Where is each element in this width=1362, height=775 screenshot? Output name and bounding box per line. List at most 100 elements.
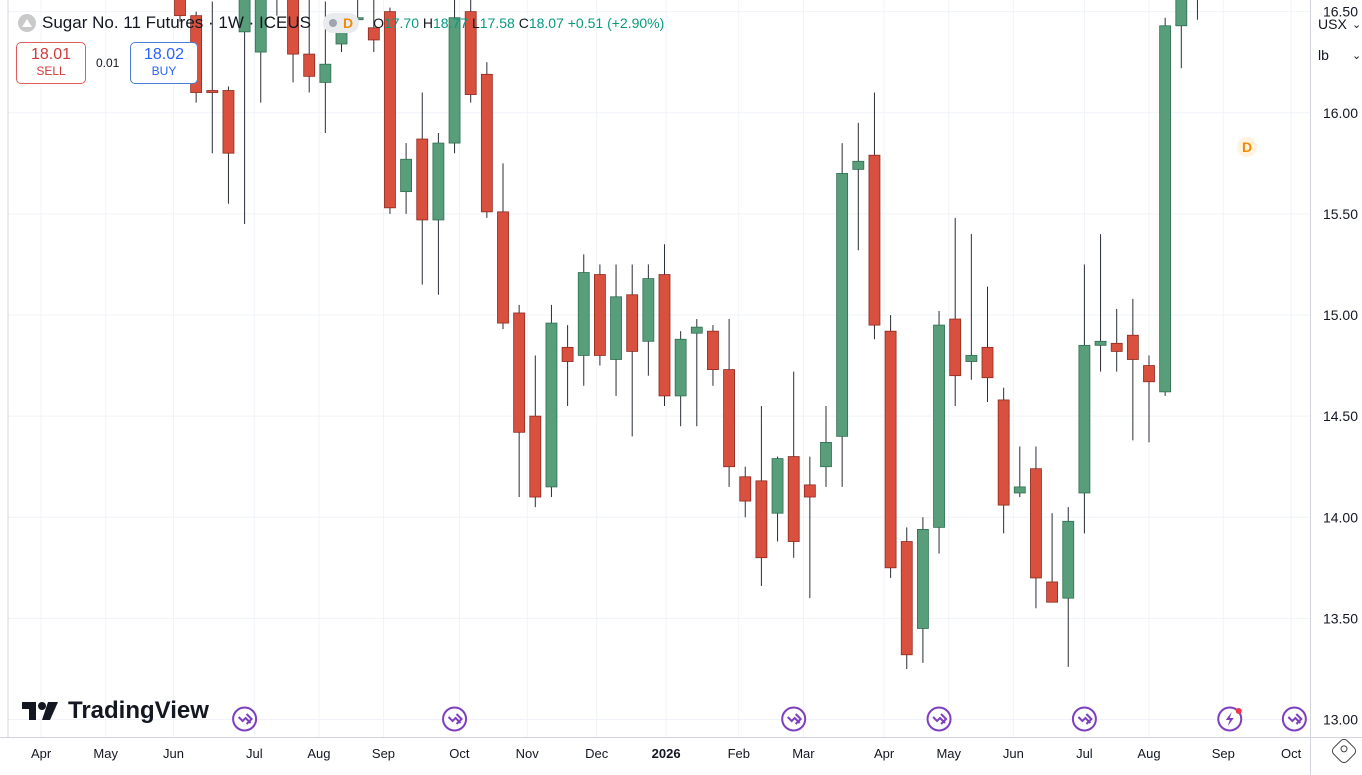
- notification-dot: [1235, 708, 1242, 714]
- buy-label: BUY: [151, 64, 177, 78]
- x-tick-label: Jul: [246, 746, 263, 761]
- candle-body: [529, 415, 542, 498]
- delay-marker: D: [1237, 137, 1257, 157]
- candle-body: [868, 154, 881, 326]
- candle-body: [1159, 25, 1172, 393]
- x-tick-label: Jun: [163, 746, 184, 761]
- event-marker-icon: [926, 706, 952, 732]
- x-tick-label: Dec: [585, 746, 609, 761]
- candle-body: [820, 442, 832, 468]
- x-tick-label: Apr: [874, 746, 895, 761]
- candle-body: [884, 330, 897, 569]
- x-tick-label: Sep: [372, 746, 395, 761]
- symbol-title[interactable]: Sugar No. 11 Futures · 1W · ICEUS: [42, 13, 311, 32]
- x-tick-label: Apr: [31, 746, 52, 761]
- event-marker-icon: [781, 706, 807, 732]
- candle-body: [610, 296, 622, 360]
- tradingview-logo[interactable]: TradingView: [22, 697, 209, 725]
- event-marker-icon: [1071, 706, 1097, 732]
- candle-body: [739, 476, 752, 502]
- x-tick-label: Mar: [792, 746, 815, 761]
- x-tick-label: Feb: [728, 746, 750, 761]
- candle-body: [545, 322, 558, 488]
- tradingview-mark-icon: [22, 702, 58, 720]
- chart-header: Sugar No. 11 Futures · 1W · ICEUS D O17.…: [18, 12, 664, 34]
- x-tick-label: Sep: [1212, 746, 1235, 761]
- event-arrow: [786, 716, 801, 724]
- delay-marker-bg: [1237, 137, 1257, 157]
- candle-body: [755, 480, 768, 559]
- buy-button[interactable]: 18.02 BUY: [130, 42, 198, 84]
- candle-body: [707, 330, 719, 371]
- y-tick-label: 14.50: [1323, 408, 1358, 424]
- x-tick-label: Nov: [516, 746, 540, 761]
- event-arrow: [237, 716, 252, 724]
- candle-body: [238, 0, 251, 33]
- candle-body: [836, 173, 849, 437]
- candle-body: [642, 278, 655, 342]
- event-arrow-head: [455, 713, 463, 725]
- candle-body: [303, 53, 316, 77]
- candles: [174, 0, 1198, 669]
- event-arrow-head: [940, 713, 948, 725]
- candle-body: [367, 27, 380, 41]
- event-arrow-head: [1295, 713, 1303, 725]
- candle-body: [949, 318, 962, 377]
- candle-body: [1110, 342, 1123, 352]
- sell-price: 18.01: [30, 46, 72, 63]
- candle-body: [497, 211, 509, 324]
- spread-value: 0.01: [96, 56, 120, 70]
- candle-body: [1062, 520, 1075, 599]
- candle-body: [1175, 0, 1188, 27]
- candle-body: [997, 399, 1010, 506]
- candle-body: [513, 312, 526, 433]
- sell-button[interactable]: 18.01 SELL: [16, 42, 86, 84]
- event-marker-icon: [442, 706, 468, 732]
- candle-body: [1094, 340, 1107, 346]
- data-delay-pill[interactable]: D: [322, 13, 360, 33]
- delay-marker-letter: D: [1242, 139, 1252, 155]
- x-tick-label: Jun: [1003, 746, 1024, 761]
- candle-body: [723, 369, 735, 468]
- candle-body: [933, 324, 945, 528]
- candle-body: [626, 294, 639, 352]
- currency-selector[interactable]: USX: [1318, 16, 1347, 32]
- x-tick-label: Aug: [307, 746, 330, 761]
- candle-body: [464, 11, 477, 95]
- candle-body: [577, 272, 590, 356]
- y-tick-label: 13.50: [1323, 610, 1358, 626]
- event-markers: [232, 706, 1307, 732]
- candle-body: [965, 355, 978, 362]
- event-arrow: [1287, 716, 1302, 724]
- candle-body: [254, 0, 267, 53]
- event-arrow-head: [1085, 713, 1093, 725]
- event-arrow: [1077, 716, 1092, 724]
- event-arrow: [447, 716, 462, 724]
- x-tick-label: Jul: [1076, 746, 1093, 761]
- y-tick-label: 15.50: [1323, 206, 1358, 222]
- low-value: 17.58: [479, 15, 515, 31]
- buy-price: 18.02: [143, 46, 185, 63]
- lightning-icon: [1225, 712, 1234, 726]
- chevron-down-icon[interactable]: ⌄: [1352, 50, 1362, 62]
- candle-body: [1030, 468, 1042, 579]
- chevron-down-icon[interactable]: ⌄: [1352, 19, 1362, 31]
- candle-body: [561, 346, 574, 362]
- candle-body: [319, 63, 332, 83]
- candle-body: [1013, 486, 1026, 494]
- candle-body: [222, 90, 235, 154]
- x-tick-label: Aug: [1137, 746, 1160, 761]
- x-tick-label: May: [936, 746, 961, 761]
- candle-body: [400, 158, 413, 193]
- high-label: H: [422, 15, 434, 31]
- unit-selector[interactable]: lb: [1318, 47, 1329, 63]
- candle-body: [287, 0, 299, 55]
- delayed-badge: D: [342, 15, 354, 31]
- y-tick-label: 13.00: [1323, 712, 1358, 728]
- y-tick-label: 16.00: [1323, 105, 1358, 121]
- candle-body: [803, 484, 816, 498]
- x-tick-label: 2026: [652, 746, 681, 761]
- tradingview-wordmark: TradingView: [68, 697, 209, 724]
